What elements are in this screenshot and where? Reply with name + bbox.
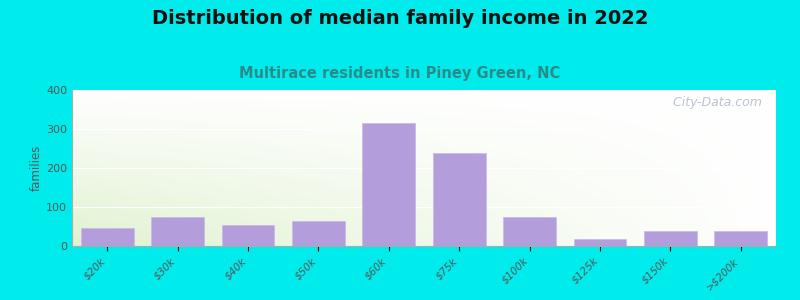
Bar [151,217,204,246]
Bar [644,231,697,246]
Y-axis label: families: families [30,145,43,191]
Bar [433,153,486,246]
Bar [362,123,415,246]
Bar [574,239,626,246]
Text: City-Data.com: City-Data.com [665,96,762,109]
Text: Multirace residents in Piney Green, NC: Multirace residents in Piney Green, NC [239,66,561,81]
Bar [81,229,134,246]
Text: Distribution of median family income in 2022: Distribution of median family income in … [152,9,648,28]
Bar [714,231,767,246]
Bar [222,224,274,246]
Bar [503,217,556,246]
Bar [292,221,345,246]
